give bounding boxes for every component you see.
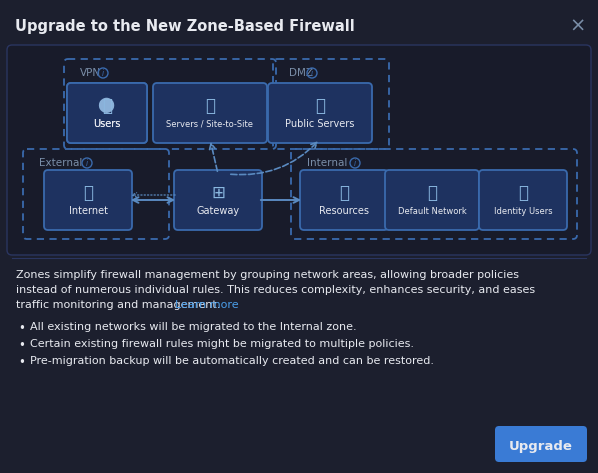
Text: Default Network: Default Network (398, 207, 466, 216)
Text: Upgrade: Upgrade (509, 439, 573, 453)
Text: All existing networks will be migrated to the Internal zone.: All existing networks will be migrated t… (30, 322, 356, 332)
FancyBboxPatch shape (153, 83, 267, 143)
FancyBboxPatch shape (44, 170, 132, 230)
Text: instead of numerous individual rules. This reduces complexity, enhances security: instead of numerous individual rules. Th… (16, 285, 535, 295)
Text: ⬤​: ⬤​ (99, 97, 115, 113)
Text: Upgrade to the New Zone-Based Firewall: Upgrade to the New Zone-Based Firewall (15, 18, 355, 34)
Text: Pre-migration backup will be automatically created and can be restored.: Pre-migration backup will be automatical… (30, 356, 434, 366)
Text: Identity Users: Identity Users (494, 207, 553, 216)
FancyBboxPatch shape (385, 170, 479, 230)
Text: 🌐: 🌐 (83, 184, 93, 202)
Text: ⛙: ⛙ (427, 184, 437, 202)
FancyBboxPatch shape (479, 170, 567, 230)
FancyBboxPatch shape (300, 170, 388, 230)
Text: Gateway: Gateway (196, 206, 240, 216)
Text: Servers / Site-to-Site: Servers / Site-to-Site (166, 120, 254, 129)
FancyBboxPatch shape (67, 83, 147, 143)
FancyBboxPatch shape (7, 45, 591, 255)
Text: •: • (19, 322, 26, 335)
Text: traffic monitoring and management.: traffic monitoring and management. (16, 300, 224, 310)
Text: i: i (354, 158, 356, 167)
Text: 🗃: 🗃 (339, 184, 349, 202)
Text: •: • (19, 356, 26, 369)
Text: VPN: VPN (80, 68, 101, 78)
Text: External: External (39, 158, 83, 168)
Text: •: • (19, 339, 26, 352)
Text: Users: Users (93, 119, 121, 129)
Text: Certain existing firewall rules might be migrated to multiple policies.: Certain existing firewall rules might be… (30, 339, 414, 349)
Text: 🖥: 🖥 (205, 97, 215, 115)
Text: Internet: Internet (69, 206, 108, 216)
Text: 🗄: 🗄 (315, 97, 325, 115)
Text: 👤: 👤 (102, 97, 112, 115)
Text: DMZ: DMZ (289, 68, 313, 78)
FancyBboxPatch shape (174, 170, 262, 230)
FancyBboxPatch shape (67, 83, 147, 143)
Text: i: i (102, 69, 104, 78)
Text: Users: Users (93, 119, 121, 129)
Text: ⊞: ⊞ (211, 184, 225, 202)
Text: 👥: 👥 (518, 184, 528, 202)
Text: ×: × (570, 17, 586, 35)
Text: Learn more: Learn more (175, 300, 239, 310)
Text: i: i (86, 158, 88, 167)
Text: Resources: Resources (319, 206, 369, 216)
FancyBboxPatch shape (495, 426, 587, 462)
Text: i: i (311, 69, 313, 78)
Text: Internal: Internal (307, 158, 347, 168)
Text: Public Servers: Public Servers (285, 119, 355, 129)
FancyBboxPatch shape (268, 83, 372, 143)
Text: Zones simplify firewall management by grouping network areas, allowing broader p: Zones simplify firewall management by gr… (16, 270, 519, 280)
